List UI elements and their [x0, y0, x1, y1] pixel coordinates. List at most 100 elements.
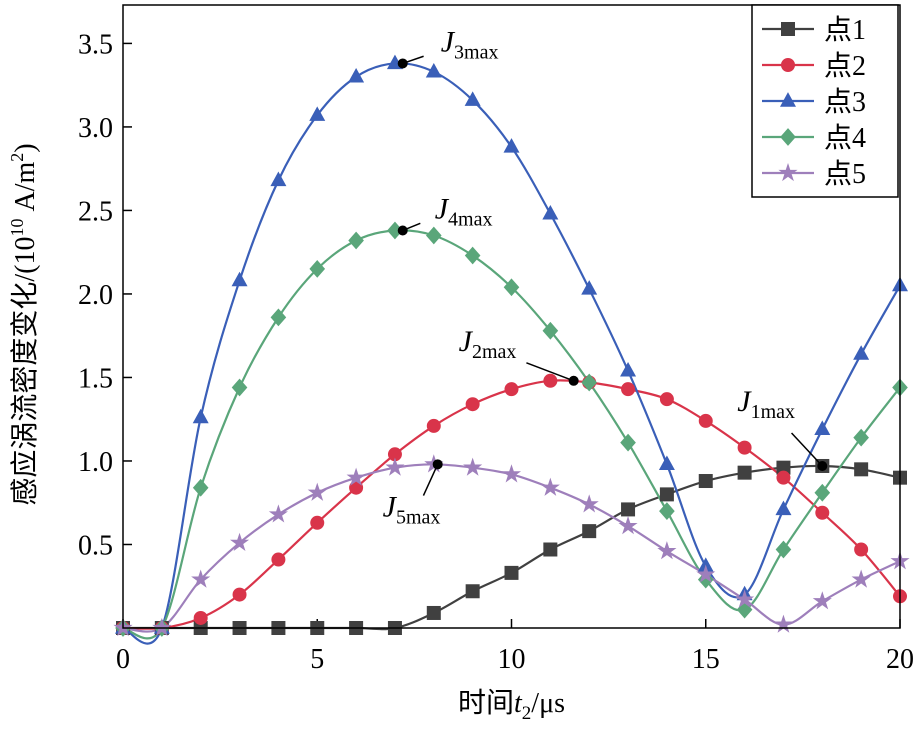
marker: [270, 308, 287, 327]
marker: [698, 474, 713, 489]
marker: [463, 457, 483, 476]
marker: [542, 204, 559, 220]
marker: [581, 373, 598, 392]
x-tick-label: 0: [116, 644, 130, 675]
marker: [465, 397, 480, 412]
marker: [853, 428, 869, 447]
marker: [192, 408, 209, 424]
annotation: J4max: [435, 192, 493, 230]
marker: [620, 361, 637, 377]
marker: [309, 260, 326, 278]
marker: [854, 462, 869, 477]
annotation: J5max: [383, 490, 441, 528]
x-tick-label: 10: [498, 644, 526, 675]
marker: [540, 477, 560, 496]
legend-label: 点2: [824, 51, 866, 82]
marker: [579, 494, 599, 513]
y-tick-label: 0.5: [78, 530, 113, 561]
plot-frame: [122, 4, 901, 629]
marker: [271, 552, 286, 567]
y-axis-label: 感应涡流密度变化/(1010 A/m2): [7, 143, 41, 505]
legend-label: 点5: [824, 159, 866, 190]
marker: [543, 373, 558, 388]
marker: [192, 478, 209, 497]
x-label-unit: /μs: [531, 688, 565, 719]
annotation-leader: [791, 432, 823, 467]
marker: [504, 382, 519, 397]
y-label-unit: A/m: [10, 162, 41, 219]
marker: [348, 231, 364, 250]
y-tick-label: 2.5: [78, 196, 113, 227]
legend-marker: [781, 58, 795, 72]
marker: [310, 515, 325, 530]
marker: [851, 569, 871, 588]
legend-label: 点4: [824, 123, 866, 154]
marker: [542, 321, 559, 340]
marker: [812, 591, 832, 610]
marker: [191, 569, 211, 588]
annotation-sub: 3max: [454, 41, 498, 63]
marker: [698, 413, 713, 428]
annotation: J2max: [459, 325, 517, 363]
marker: [775, 500, 792, 516]
annotation-point: [397, 225, 408, 236]
marker: [501, 464, 522, 483]
annotation-leader: [422, 464, 439, 496]
marker: [348, 67, 365, 83]
annotation-point: [432, 459, 443, 470]
annotation-var: J: [737, 385, 752, 418]
annotation-point: [397, 58, 408, 69]
marker: [854, 542, 869, 557]
y-label-unit-exp: 2: [7, 153, 27, 162]
marker: [425, 226, 442, 245]
marker: [814, 483, 831, 502]
marker: [659, 487, 674, 502]
marker: [853, 345, 870, 360]
marker: [737, 465, 752, 480]
x-tick-label: 5: [310, 644, 324, 675]
marker: [657, 541, 677, 560]
annotation-leader: [526, 362, 574, 382]
marker: [775, 540, 792, 559]
marker: [503, 278, 520, 297]
legend-box: [751, 4, 899, 198]
x-tick-label: 15: [692, 644, 720, 675]
marker: [268, 504, 288, 523]
x-label-var: t: [514, 688, 523, 719]
marker: [307, 482, 327, 501]
marker: [618, 516, 638, 535]
marker: [270, 171, 287, 187]
marker: [773, 614, 794, 633]
marker: [620, 433, 636, 452]
annotation-var: J: [435, 192, 450, 225]
marker: [621, 502, 636, 517]
legend-label: 点1: [824, 15, 866, 46]
legend-label: 点3: [824, 87, 866, 118]
annotation-sub: 2max: [472, 341, 516, 363]
marker: [696, 564, 716, 583]
marker: [193, 610, 208, 625]
y-tick-label: 1.5: [78, 363, 113, 394]
legend-marker: [778, 162, 798, 182]
y-tick-label: 3.0: [78, 113, 113, 144]
marker: [385, 457, 405, 476]
marker: [464, 246, 481, 265]
x-tick-label: 20: [886, 644, 914, 675]
annotation-sub: 1max: [751, 401, 795, 423]
annotation-sub: 4max: [448, 208, 492, 230]
marker: [543, 542, 558, 557]
annotation-point: [568, 375, 579, 386]
marker: [464, 91, 481, 106]
marker: [231, 378, 248, 397]
y-tick-label: 1.0: [78, 447, 113, 478]
y-label-text: 感应涡流密度变化/(10: [9, 237, 41, 506]
marker: [231, 271, 248, 287]
legend-marker: [781, 22, 795, 36]
marker: [426, 418, 441, 433]
marker: [426, 605, 441, 620]
marker: [465, 584, 480, 599]
marker: [309, 106, 326, 121]
marker: [425, 62, 442, 78]
marker: [814, 420, 831, 435]
legend-marker: [780, 92, 796, 107]
